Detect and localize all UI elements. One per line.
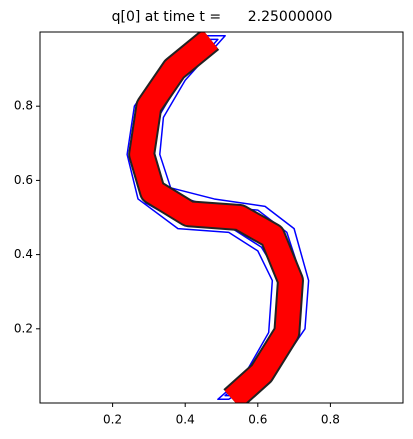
- x-tick-label: 0.2: [103, 413, 122, 427]
- chart-title: q[0] at time t = 2.25000000: [112, 9, 333, 25]
- y-tick-label: 0.2: [14, 321, 33, 335]
- x-tick-label: 0.8: [321, 413, 340, 427]
- x-tick-label: 0.4: [176, 413, 195, 427]
- axes-frame: [39, 31, 404, 404]
- y-tick-label: 0.6: [14, 173, 33, 187]
- plot-area: [126, 32, 310, 403]
- contour: [126, 34, 310, 401]
- band: [130, 32, 302, 403]
- y-tick-label: 0.4: [14, 247, 33, 261]
- y-tick-label: 0.8: [14, 99, 33, 113]
- x-tick-label: 0.6: [248, 413, 267, 427]
